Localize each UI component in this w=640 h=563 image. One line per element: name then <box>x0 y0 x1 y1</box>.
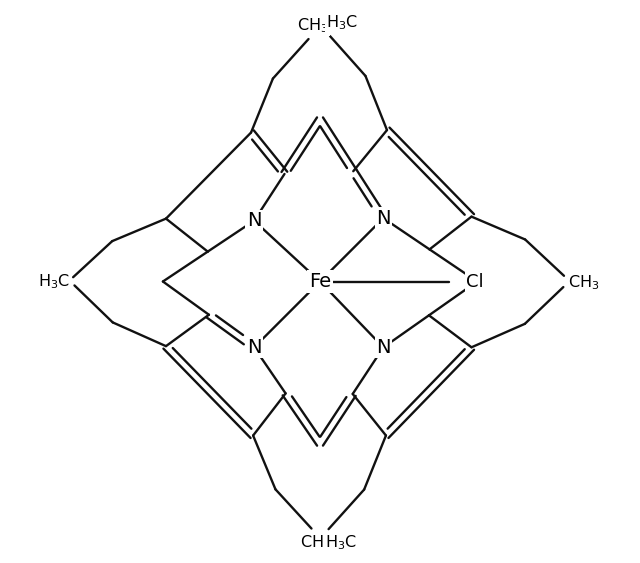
Text: N: N <box>247 338 261 357</box>
Text: H$_3$C: H$_3$C <box>324 534 356 552</box>
Text: CH$_3$: CH$_3$ <box>568 274 599 292</box>
Text: H$_3$C: H$_3$C <box>38 272 70 291</box>
Text: N: N <box>376 338 390 357</box>
Text: Cl: Cl <box>466 272 484 291</box>
Text: CH$_3$: CH$_3$ <box>568 271 600 289</box>
Text: N: N <box>376 209 390 227</box>
Text: CH$_3$: CH$_3$ <box>300 533 332 552</box>
Text: Fe: Fe <box>309 272 331 291</box>
Text: N: N <box>247 211 261 230</box>
Text: H$_3$C: H$_3$C <box>36 272 68 291</box>
Text: H$_3$C: H$_3$C <box>326 13 358 32</box>
Text: CH$_3$: CH$_3$ <box>297 16 328 34</box>
